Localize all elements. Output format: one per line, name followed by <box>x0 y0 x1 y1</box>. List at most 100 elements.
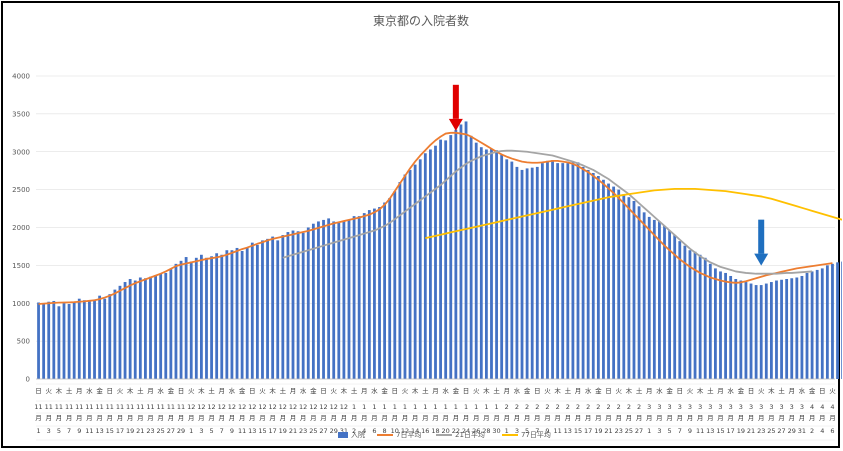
bar <box>296 231 300 379</box>
x-tick-label: 月 1 月 18 <box>431 387 439 435</box>
x-tick-month-char: 月 <box>646 414 653 422</box>
bar <box>393 191 397 379</box>
legend-label: 7日平均 <box>396 430 421 439</box>
x-tick-month-char: 月 <box>656 414 663 422</box>
bar <box>240 250 244 379</box>
x-tick-month-char: 月 <box>371 414 378 422</box>
x-tick-month: 12 <box>187 403 195 411</box>
y-tick-label: 500 <box>17 338 30 346</box>
x-tick-day: 5 <box>57 427 61 435</box>
bar <box>612 186 616 379</box>
x-tick-day: 27 <box>777 427 785 435</box>
x-tick-label: 土 11 月 7 <box>65 386 73 435</box>
x-tick-day: 10 <box>391 427 399 435</box>
x-tick-weekday: 日 <box>107 387 114 395</box>
x-tick-month: 11 <box>167 403 175 411</box>
x-tick-label: 土 1 月 30 <box>492 386 500 435</box>
x-tick-month: 11 <box>55 403 63 411</box>
bar <box>678 241 682 379</box>
bar <box>220 254 224 379</box>
x-tick-month: 11 <box>34 403 42 411</box>
x-tick-weekday: 金 <box>738 386 745 395</box>
x-tick-weekday: 火 <box>330 387 337 395</box>
bar <box>388 197 392 379</box>
x-tick-weekday: 金 <box>666 386 673 395</box>
x-tick-weekday: 金 <box>381 386 388 395</box>
x-tick-month: 1 <box>444 403 448 411</box>
x-tick-label: 月 11 月 23 <box>146 387 154 435</box>
x-tick-month: 2 <box>556 403 560 411</box>
bar <box>652 219 656 379</box>
x-tick-label: 日 11 月 29 <box>177 387 185 435</box>
x-tick-label: 月 1 月 4 <box>361 387 368 435</box>
x-tick-month: 11 <box>85 403 93 411</box>
x-tick-label: 月 3 月 1 <box>646 387 653 435</box>
x-tick-weekday: 日 <box>249 387 256 395</box>
x-tick-month-char: 月 <box>117 414 124 422</box>
x-tick-label: 水 11 月 11 <box>85 386 93 435</box>
legend-label: 入院 <box>351 430 365 439</box>
x-tick-weekday: 金 <box>168 386 175 395</box>
x-tick-month: 1 <box>484 403 488 411</box>
x-tick-weekday: 日 <box>178 387 185 395</box>
x-tick-weekday: 日 <box>463 387 470 395</box>
x-tick-day: 5 <box>525 427 529 435</box>
bar <box>322 219 325 379</box>
bar <box>505 159 509 379</box>
x-tick-day: 28 <box>482 427 490 435</box>
x-tick-weekday: 月 <box>788 387 795 395</box>
bar <box>805 272 809 379</box>
x-tick-weekday: 日 <box>320 387 327 395</box>
x-tick-weekday: 金 <box>809 386 816 395</box>
x-tick-month-char: 月 <box>503 414 510 422</box>
x-tick-month: 3 <box>790 403 794 411</box>
x-tick-weekday: 水 <box>371 386 378 395</box>
x-tick-day: 2 <box>810 427 814 435</box>
x-tick-weekday: 火 <box>188 387 195 395</box>
bar <box>128 279 132 379</box>
bar <box>663 225 666 379</box>
x-tick-weekday: 月 <box>432 387 439 395</box>
bar <box>556 163 560 379</box>
legend-label: 77日平均 <box>521 430 551 439</box>
bar <box>724 272 727 379</box>
x-tick-month: 2 <box>525 403 529 411</box>
bar <box>647 216 651 379</box>
x-tick-label: 日 12 月 13 <box>248 387 256 435</box>
x-tick-month-char: 月 <box>249 414 256 422</box>
x-tick-weekday: 火 <box>829 387 836 395</box>
x-tick-day: 21 <box>136 427 144 435</box>
bar <box>189 261 193 379</box>
x-tick-month: 3 <box>698 403 702 411</box>
bar <box>403 174 407 379</box>
bar <box>561 163 565 379</box>
bar <box>291 230 295 379</box>
bar <box>546 160 549 379</box>
x-tick-label: 金 4 月 2 <box>809 386 816 435</box>
bar <box>571 162 575 379</box>
x-tick-month: 11 <box>45 403 53 411</box>
bar <box>566 163 570 379</box>
x-tick-month: 11 <box>157 403 165 411</box>
x-tick-month: 2 <box>505 403 509 411</box>
line-series <box>38 131 842 305</box>
x-tick-month: 12 <box>330 403 338 411</box>
x-tick-weekday: 月 <box>290 387 297 395</box>
x-tick-month-char: 月 <box>534 414 541 422</box>
x-tick-day: 24 <box>462 427 470 435</box>
x-tick-weekday: 水 <box>727 386 734 395</box>
bar <box>831 263 834 379</box>
bar <box>235 247 239 379</box>
legend: 入院 7日平均 21日平均 77日平均 <box>338 430 551 439</box>
x-tick-label: 月 2 月 15 <box>574 387 582 435</box>
x-tick-label: 火 3 月 9 <box>687 387 694 435</box>
x-tick-month-char: 月 <box>290 414 297 422</box>
x-tick-month: 3 <box>739 403 743 411</box>
x-tick-label: 水 3 月 31 <box>798 386 806 435</box>
x-tick-month-char: 月 <box>605 414 612 422</box>
line-7日平均 <box>38 131 833 305</box>
bar <box>439 139 442 379</box>
x-tick-day: 21 <box>289 427 297 435</box>
x-tick-month-char: 月 <box>829 414 836 422</box>
x-tick-month-char: 月 <box>35 414 42 422</box>
